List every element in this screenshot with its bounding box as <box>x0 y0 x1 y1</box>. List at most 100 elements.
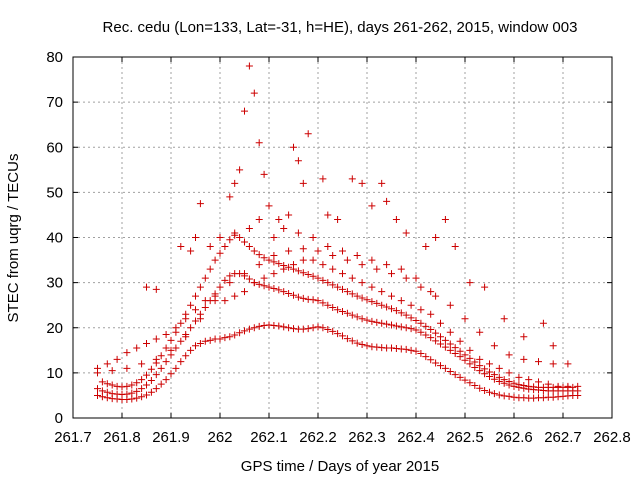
data-point <box>373 265 381 273</box>
data-point <box>441 343 449 351</box>
data-point <box>392 322 400 330</box>
data-point <box>103 380 111 388</box>
data-point <box>407 314 415 322</box>
y-tick-label: 10 <box>46 365 63 382</box>
data-point <box>319 299 327 307</box>
data-point <box>378 319 386 327</box>
data-point <box>280 265 288 273</box>
data-point <box>334 283 342 291</box>
data-point <box>260 274 268 282</box>
data-point <box>329 327 337 335</box>
x-tick-label: 262.7 <box>544 429 582 446</box>
data-point <box>123 390 131 398</box>
data-point <box>451 243 459 251</box>
data-point <box>319 324 327 332</box>
data-point <box>206 265 214 273</box>
data-point <box>446 301 454 309</box>
data-point <box>216 249 224 257</box>
data-point <box>182 315 190 323</box>
data-point <box>94 369 101 377</box>
data-point <box>402 311 410 319</box>
data-point <box>505 392 513 400</box>
data-point <box>221 243 229 251</box>
data-point <box>466 279 474 287</box>
data-point <box>201 297 209 305</box>
data-point <box>490 371 498 379</box>
data-point <box>324 279 332 287</box>
data-point <box>383 197 391 205</box>
data-point <box>441 215 449 223</box>
data-point <box>378 179 386 187</box>
data-point <box>147 365 155 373</box>
y-tick-label: 30 <box>46 275 63 292</box>
data-point <box>206 243 214 251</box>
data-point <box>353 313 361 321</box>
data-point <box>329 265 337 273</box>
data-point <box>241 270 248 278</box>
data-point <box>451 371 459 379</box>
data-point <box>314 274 322 282</box>
data-point <box>177 337 185 345</box>
y-tick-label: 40 <box>46 230 63 247</box>
data-point <box>451 349 459 357</box>
data-point <box>348 311 356 319</box>
data-point <box>270 284 278 292</box>
data-point <box>108 381 116 389</box>
data-point <box>358 261 366 269</box>
data-point <box>427 326 435 334</box>
data-point <box>495 364 503 372</box>
data-point <box>343 309 351 317</box>
data-point <box>152 371 160 379</box>
x-tick-label: 262.3 <box>348 429 386 446</box>
data-point <box>196 283 204 291</box>
data-point <box>437 333 444 341</box>
data-point <box>481 386 489 394</box>
data-point <box>314 323 322 331</box>
data-point <box>280 288 288 296</box>
data-point <box>236 329 244 337</box>
axis-ticks: 261.7 261.8 261.9 262 262.1 262.2 262.3 262.4 26… <box>46 49 630 446</box>
y-tick-label: 0 <box>55 410 63 427</box>
data-point <box>270 252 278 260</box>
data-point <box>255 139 263 147</box>
data-point <box>348 337 356 345</box>
data-point <box>270 234 278 241</box>
data-point <box>138 376 146 384</box>
data-point <box>461 315 469 323</box>
data-point <box>486 368 493 376</box>
data-point <box>422 353 430 361</box>
data-point <box>363 316 371 324</box>
data-point <box>290 261 297 269</box>
data-point <box>544 380 552 388</box>
data-point <box>290 291 297 299</box>
data-point <box>255 280 263 288</box>
data-point <box>143 371 150 379</box>
data-point <box>368 283 376 291</box>
data-point <box>461 351 469 359</box>
data-point <box>368 256 376 264</box>
y-tick-label: 20 <box>46 320 63 337</box>
data-point <box>314 247 322 255</box>
data-point <box>417 306 425 314</box>
data-point <box>358 315 366 323</box>
data-point <box>505 377 513 385</box>
data-point <box>226 279 234 287</box>
data-point <box>275 286 283 294</box>
data-point <box>358 179 366 187</box>
data-point <box>299 245 307 253</box>
data-point <box>515 381 523 389</box>
data-point <box>113 355 121 363</box>
data-point <box>143 381 150 389</box>
data-point <box>402 324 410 332</box>
data-point <box>236 166 244 174</box>
data-point <box>128 395 136 403</box>
data-point <box>103 360 111 368</box>
data-point <box>407 325 415 333</box>
data-point <box>255 215 263 223</box>
data-point <box>152 355 160 363</box>
data-point <box>221 297 229 305</box>
data-point <box>334 330 342 338</box>
data-point <box>427 288 435 296</box>
data-point <box>329 252 337 260</box>
